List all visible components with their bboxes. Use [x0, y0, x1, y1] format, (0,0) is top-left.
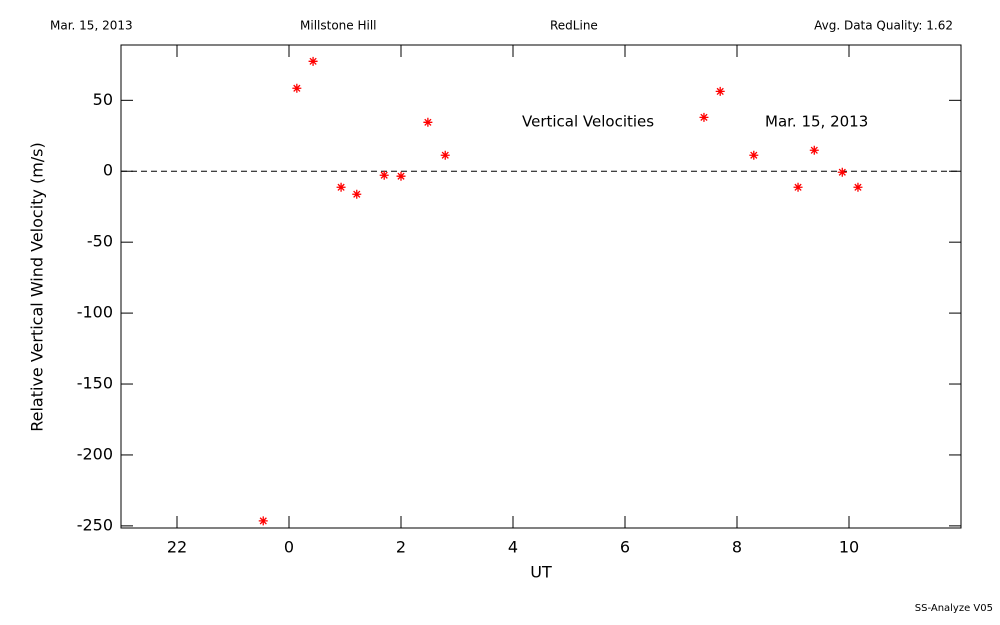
annotation: Mar. 15, 2013: [765, 113, 868, 131]
data-point: [336, 182, 346, 192]
data-point: [352, 189, 362, 199]
x-tick-label: 4: [508, 538, 518, 557]
data-point: [809, 145, 819, 155]
x-tick-label: 0: [284, 538, 294, 557]
y-tick-label: -100: [77, 303, 113, 322]
y-tick-label: -200: [77, 444, 113, 463]
data-point: [837, 167, 847, 177]
data-point: [308, 56, 318, 66]
plot-frame: [120, 44, 962, 529]
y-tick-label: -50: [87, 232, 113, 251]
data-point: [440, 150, 450, 160]
data-point: [292, 83, 302, 93]
annotation: Vertical Velocities: [522, 113, 654, 131]
data-point: [699, 112, 709, 122]
x-tick-label: 6: [620, 538, 630, 557]
header-site: Millstone Hill: [300, 19, 376, 33]
x-tick-label: 22: [167, 538, 187, 557]
y-tick-label: 0: [103, 161, 113, 180]
header-date: Mar. 15, 2013: [50, 19, 133, 33]
footer: SS-Analyze V05: [915, 603, 993, 614]
y-tick-label: -250: [77, 515, 113, 534]
data-point: [715, 86, 725, 96]
y-axis-label: Relative Vertical Wind Velocity (m/s): [28, 142, 47, 432]
x-tick-label: 8: [732, 538, 742, 557]
header-line: RedLine: [550, 19, 598, 33]
header-quality: Avg. Data Quality: 1.62: [814, 19, 953, 33]
data-point: [853, 182, 863, 192]
data-point: [258, 516, 268, 526]
data-point: [749, 150, 759, 160]
data-point: [396, 171, 406, 181]
data-point: [379, 170, 389, 180]
x-tick-label: 2: [396, 538, 406, 557]
data-point: [793, 182, 803, 192]
x-tick-label: 10: [839, 538, 859, 557]
x-axis-label: UT: [530, 563, 552, 582]
y-tick-label: -150: [77, 374, 113, 393]
y-tick-label: 50: [93, 90, 113, 109]
data-point: [423, 117, 433, 127]
